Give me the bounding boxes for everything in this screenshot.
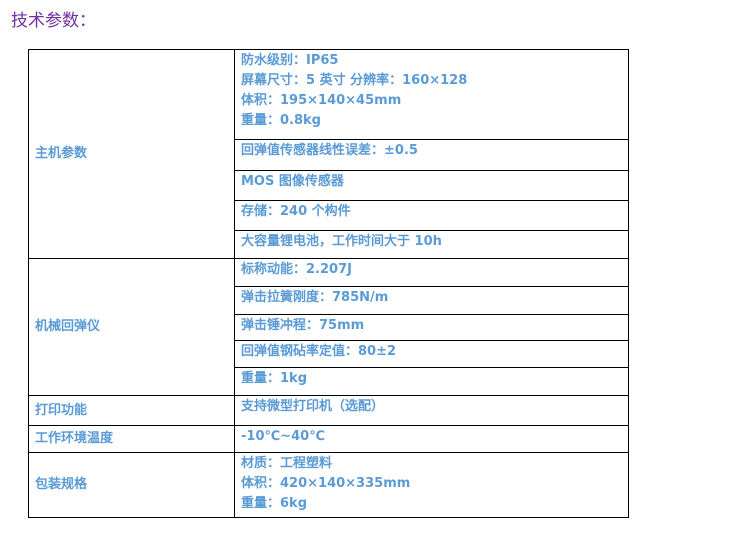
spec-line: 弹击拉簧刚度：785N/m — [241, 290, 389, 305]
spec-value: 弹击锤冲程：75mm — [234, 314, 629, 341]
table-row: 弹击拉簧刚度：785N/m — [29, 286, 629, 315]
table-row: MOS 图像传感器 — [29, 170, 629, 201]
spec-line: 屏幕尺寸：5 英寸 分辨率：160×128 — [241, 73, 468, 88]
page-title: 技术参数： — [11, 11, 96, 31]
group-label: 包装规格 — [28, 452, 235, 518]
table-row: 重量：1kg — [29, 367, 629, 396]
spec-value: 材质：工程塑料体积：420×140×335mm 重量：6kg — [234, 452, 629, 518]
spec-value: 大容量锂电池，工作时间大于 10h — [234, 230, 629, 259]
table-row: 包装规格 材质：工程塑料体积：420×140×335mm 重量：6kg — [28, 452, 629, 518]
spec-line: 体积：195×140×45mm — [241, 93, 402, 108]
table-row: 打印功能 支持微型打印机（选配） — [28, 395, 629, 426]
table-row: 大容量锂电池，工作时间大于 10h — [29, 230, 629, 259]
table-row: 回弹值传感器线性误差：±0.5 — [29, 139, 629, 171]
spec-line: 防水级别：IP65 — [241, 53, 339, 68]
spec-line: 体积：420×140×335mm — [241, 476, 411, 491]
spec-table: 主机参数 防水级别：IP65 屏幕尺寸：5 英寸 分辨率：160×128 体积：195… — [28, 49, 629, 518]
spec-line: 大容量锂电池，工作时间大于 10h — [241, 234, 442, 249]
spec-value: 重量：1kg — [234, 367, 629, 396]
spec-line: 回弹值钢砧率定值：80±2 — [241, 344, 397, 359]
spec-value: MOS 图像传感器 — [234, 170, 629, 201]
spec-line: 重量：6kg — [241, 496, 307, 511]
spec-line: -10℃~40℃ — [241, 429, 325, 444]
spec-line: MOS 图像传感器 — [241, 174, 344, 189]
spec-value: 弹击拉簧刚度：785N/m — [234, 286, 629, 315]
spec-line: 材质：工程塑料 — [241, 456, 333, 471]
spec-value: 回弹值传感器线性误差：±0.5 — [234, 139, 629, 171]
table-row: 回弹值钢砧率定值：80±2 — [29, 340, 629, 368]
spec-value: 回弹值钢砧率定值：80±2 — [234, 340, 629, 368]
spec-value: 存储：240 个构件 — [234, 200, 629, 231]
spec-line: 回弹值传感器线性误差：±0.5 — [241, 143, 418, 158]
spec-line: 重量：0.8kg — [241, 113, 321, 128]
spec-line: 弹击锤冲程：75mm — [241, 318, 365, 333]
group-label: 工作环境温度 — [28, 425, 235, 453]
group-label: 机械回弹仪 — [28, 258, 235, 396]
group-label: 打印功能 — [28, 395, 235, 426]
spec-line: 重量：1kg — [241, 371, 307, 386]
spec-value: 支持微型打印机（选配） — [234, 395, 629, 426]
spec-line: 支持微型打印机（选配） — [241, 399, 385, 414]
group-label: 主机参数 — [28, 49, 235, 259]
table-row: 主机参数 防水级别：IP65 屏幕尺寸：5 英寸 分辨率：160×128 体积：195… — [28, 49, 629, 259]
table-row: 工作环境温度 -10℃~40℃ — [28, 425, 629, 453]
spec-value: 标称动能：2.207J — [234, 258, 629, 287]
spec-line: 标称动能：2.207J — [241, 262, 352, 277]
spec-value: -10℃~40℃ — [234, 425, 629, 453]
table-row: 弹击锤冲程：75mm — [29, 314, 629, 341]
spec-value: 防水级别：IP65 屏幕尺寸：5 英寸 分辨率：160×128 体积：195×140… — [234, 49, 629, 140]
table-row: 机械回弹仪 标称动能：2.207J — [28, 258, 629, 396]
spec-line: 存储：240 个构件 — [241, 204, 351, 219]
